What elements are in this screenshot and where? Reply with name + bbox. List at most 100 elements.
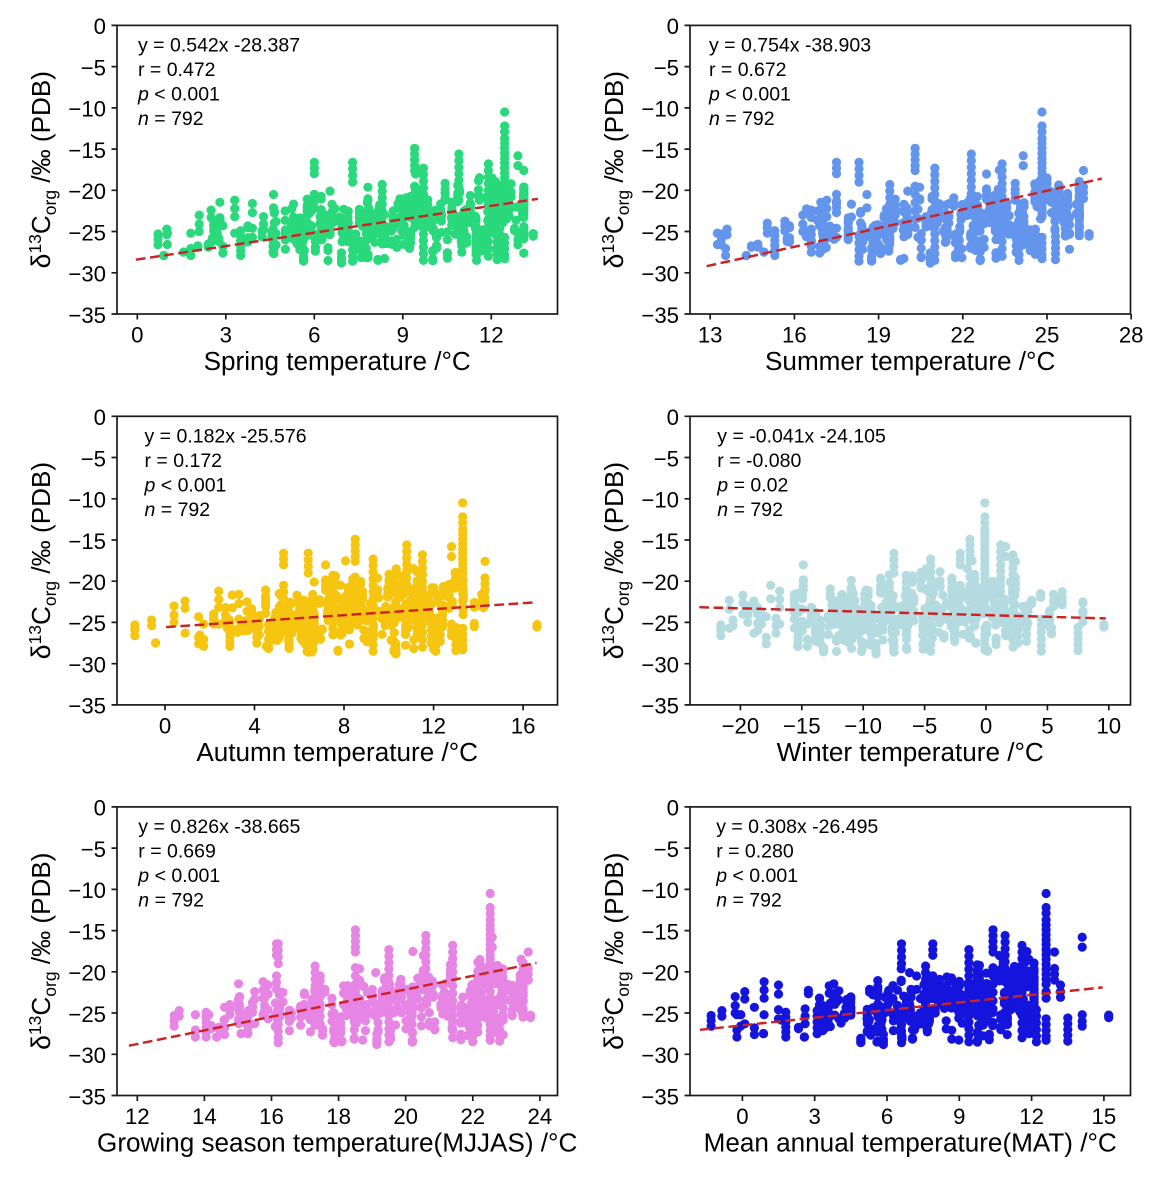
svg-text:0: 0 (736, 1104, 748, 1129)
svg-text:0: 0 (980, 713, 992, 738)
svg-text:−20: −20 (722, 713, 760, 738)
svg-text:−30: −30 (641, 653, 679, 678)
svg-text:δ13Corg /‰ (PDB): δ13Corg /‰ (PDB) (598, 71, 633, 268)
svg-text:Summer temperature /°C: Summer temperature /°C (765, 346, 1055, 376)
svg-text:0: 0 (94, 14, 106, 39)
svg-text:−10: −10 (641, 878, 679, 903)
svg-text:r = 0.172: r = 0.172 (145, 450, 223, 472)
svg-text:r = 0.280: r = 0.280 (716, 841, 794, 863)
svg-text:6: 6 (881, 1104, 893, 1129)
svg-text:6: 6 (308, 322, 320, 347)
svg-text:12: 12 (479, 322, 504, 347)
svg-text:9: 9 (397, 322, 409, 347)
svg-text:−30: −30 (68, 1043, 106, 1068)
svg-text:y = 0.826x -38.665: y = 0.826x -38.665 (138, 816, 300, 838)
svg-text:n = 792: n = 792 (716, 890, 782, 912)
svg-text:−35: −35 (641, 303, 679, 328)
svg-text:19: 19 (866, 322, 891, 347)
svg-text:p = 0.02: p = 0.02 (716, 475, 788, 497)
svg-text:15: 15 (1092, 1104, 1117, 1129)
svg-text:n = 792: n = 792 (145, 499, 211, 521)
svg-text:−25: −25 (68, 611, 106, 636)
svg-text:−35: −35 (641, 1084, 679, 1109)
svg-text:−10: −10 (68, 878, 106, 903)
svg-text:0: 0 (667, 405, 679, 430)
svg-text:y = 0.542x -28.387: y = 0.542x -28.387 (138, 34, 300, 56)
svg-text:p < 0.001: p < 0.001 (137, 865, 220, 887)
svg-text:−10: −10 (641, 488, 679, 513)
svg-text:−25: −25 (641, 220, 679, 245)
svg-text:−10: −10 (68, 97, 106, 122)
svg-text:14: 14 (192, 1104, 217, 1129)
svg-text:y = 0.182x -25.576: y = 0.182x -25.576 (145, 425, 307, 447)
svg-text:p < 0.001: p < 0.001 (137, 84, 220, 106)
svg-text:12: 12 (125, 1104, 150, 1129)
svg-text:−15: −15 (641, 529, 679, 554)
svg-text:10: 10 (1096, 713, 1121, 738)
svg-text:24: 24 (528, 1104, 553, 1129)
svg-text:9: 9 (953, 1104, 965, 1129)
svg-text:n = 792: n = 792 (717, 499, 783, 521)
svg-text:p < 0.001: p < 0.001 (708, 84, 791, 106)
svg-text:−35: −35 (68, 303, 106, 328)
svg-text:−5: −5 (81, 55, 106, 80)
svg-text:−25: −25 (641, 1002, 679, 1027)
svg-text:n = 792: n = 792 (138, 890, 204, 912)
svg-text:0: 0 (667, 14, 679, 39)
svg-text:Growing season temperature(MJJ: Growing season temperature(MJJAS) /°C (97, 1128, 577, 1158)
svg-text:y = 0.308x -26.495: y = 0.308x -26.495 (716, 816, 878, 838)
svg-text:y = 0.754x -38.903: y = 0.754x -38.903 (709, 34, 871, 56)
svg-text:3: 3 (220, 322, 232, 347)
svg-text:Winter temperature /°C: Winter temperature /°C (777, 737, 1044, 767)
svg-text:p < 0.001: p < 0.001 (715, 865, 798, 887)
svg-text:−15: −15 (68, 529, 106, 554)
svg-text:p < 0.001: p < 0.001 (144, 475, 227, 497)
svg-text:−20: −20 (641, 570, 679, 595)
svg-text:0: 0 (94, 405, 106, 430)
svg-text:−20: −20 (68, 179, 106, 204)
svg-text:20: 20 (393, 1104, 418, 1129)
svg-text:22: 22 (950, 322, 975, 347)
svg-text:−5: −5 (81, 837, 106, 862)
svg-text:r = 0.672: r = 0.672 (709, 59, 787, 81)
svg-text:Mean annual temperature(MAT) /: Mean annual temperature(MAT) /°C (704, 1128, 1117, 1158)
svg-text:−30: −30 (641, 1043, 679, 1068)
svg-text:−20: −20 (641, 961, 679, 986)
svg-text:−5: −5 (654, 446, 679, 471)
svg-text:−15: −15 (783, 713, 821, 738)
svg-text:−10: −10 (641, 97, 679, 122)
svg-text:−5: −5 (912, 713, 937, 738)
svg-text:−15: −15 (68, 919, 106, 944)
svg-text:16: 16 (259, 1104, 284, 1129)
svg-text:−35: −35 (641, 694, 679, 719)
svg-text:16: 16 (782, 322, 807, 347)
svg-text:8: 8 (338, 713, 350, 738)
svg-text:−5: −5 (654, 55, 679, 80)
svg-text:−25: −25 (68, 220, 106, 245)
svg-text:−30: −30 (68, 653, 106, 678)
svg-text:r = 0.472: r = 0.472 (138, 59, 216, 81)
svg-text:y = -0.041x -24.105: y = -0.041x -24.105 (717, 425, 886, 447)
svg-text:0: 0 (159, 713, 171, 738)
svg-text:−30: −30 (641, 262, 679, 287)
svg-text:13: 13 (698, 322, 723, 347)
svg-text:r = -0.080: r = -0.080 (717, 450, 801, 472)
svg-text:δ13Corg /‰ (PDB): δ13Corg /‰ (PDB) (598, 853, 633, 1050)
svg-text:r = 0.669: r = 0.669 (138, 841, 216, 863)
svg-text:−25: −25 (68, 1002, 106, 1027)
svg-text:Spring temperature /°C: Spring temperature /°C (204, 346, 471, 376)
svg-text:5: 5 (1041, 713, 1053, 738)
svg-text:18: 18 (326, 1104, 351, 1129)
svg-text:−25: −25 (641, 611, 679, 636)
svg-text:−35: −35 (68, 694, 106, 719)
svg-text:n = 792: n = 792 (709, 108, 775, 130)
svg-text:12: 12 (1019, 1104, 1044, 1129)
svg-text:16: 16 (511, 713, 536, 738)
svg-text:−10: −10 (68, 488, 106, 513)
svg-text:Autumn temperature /°C: Autumn temperature /°C (196, 737, 478, 767)
svg-text:0: 0 (667, 796, 679, 821)
svg-text:−5: −5 (81, 446, 106, 471)
svg-text:−20: −20 (68, 961, 106, 986)
svg-text:3: 3 (809, 1104, 821, 1129)
svg-text:n = 792: n = 792 (138, 108, 204, 130)
